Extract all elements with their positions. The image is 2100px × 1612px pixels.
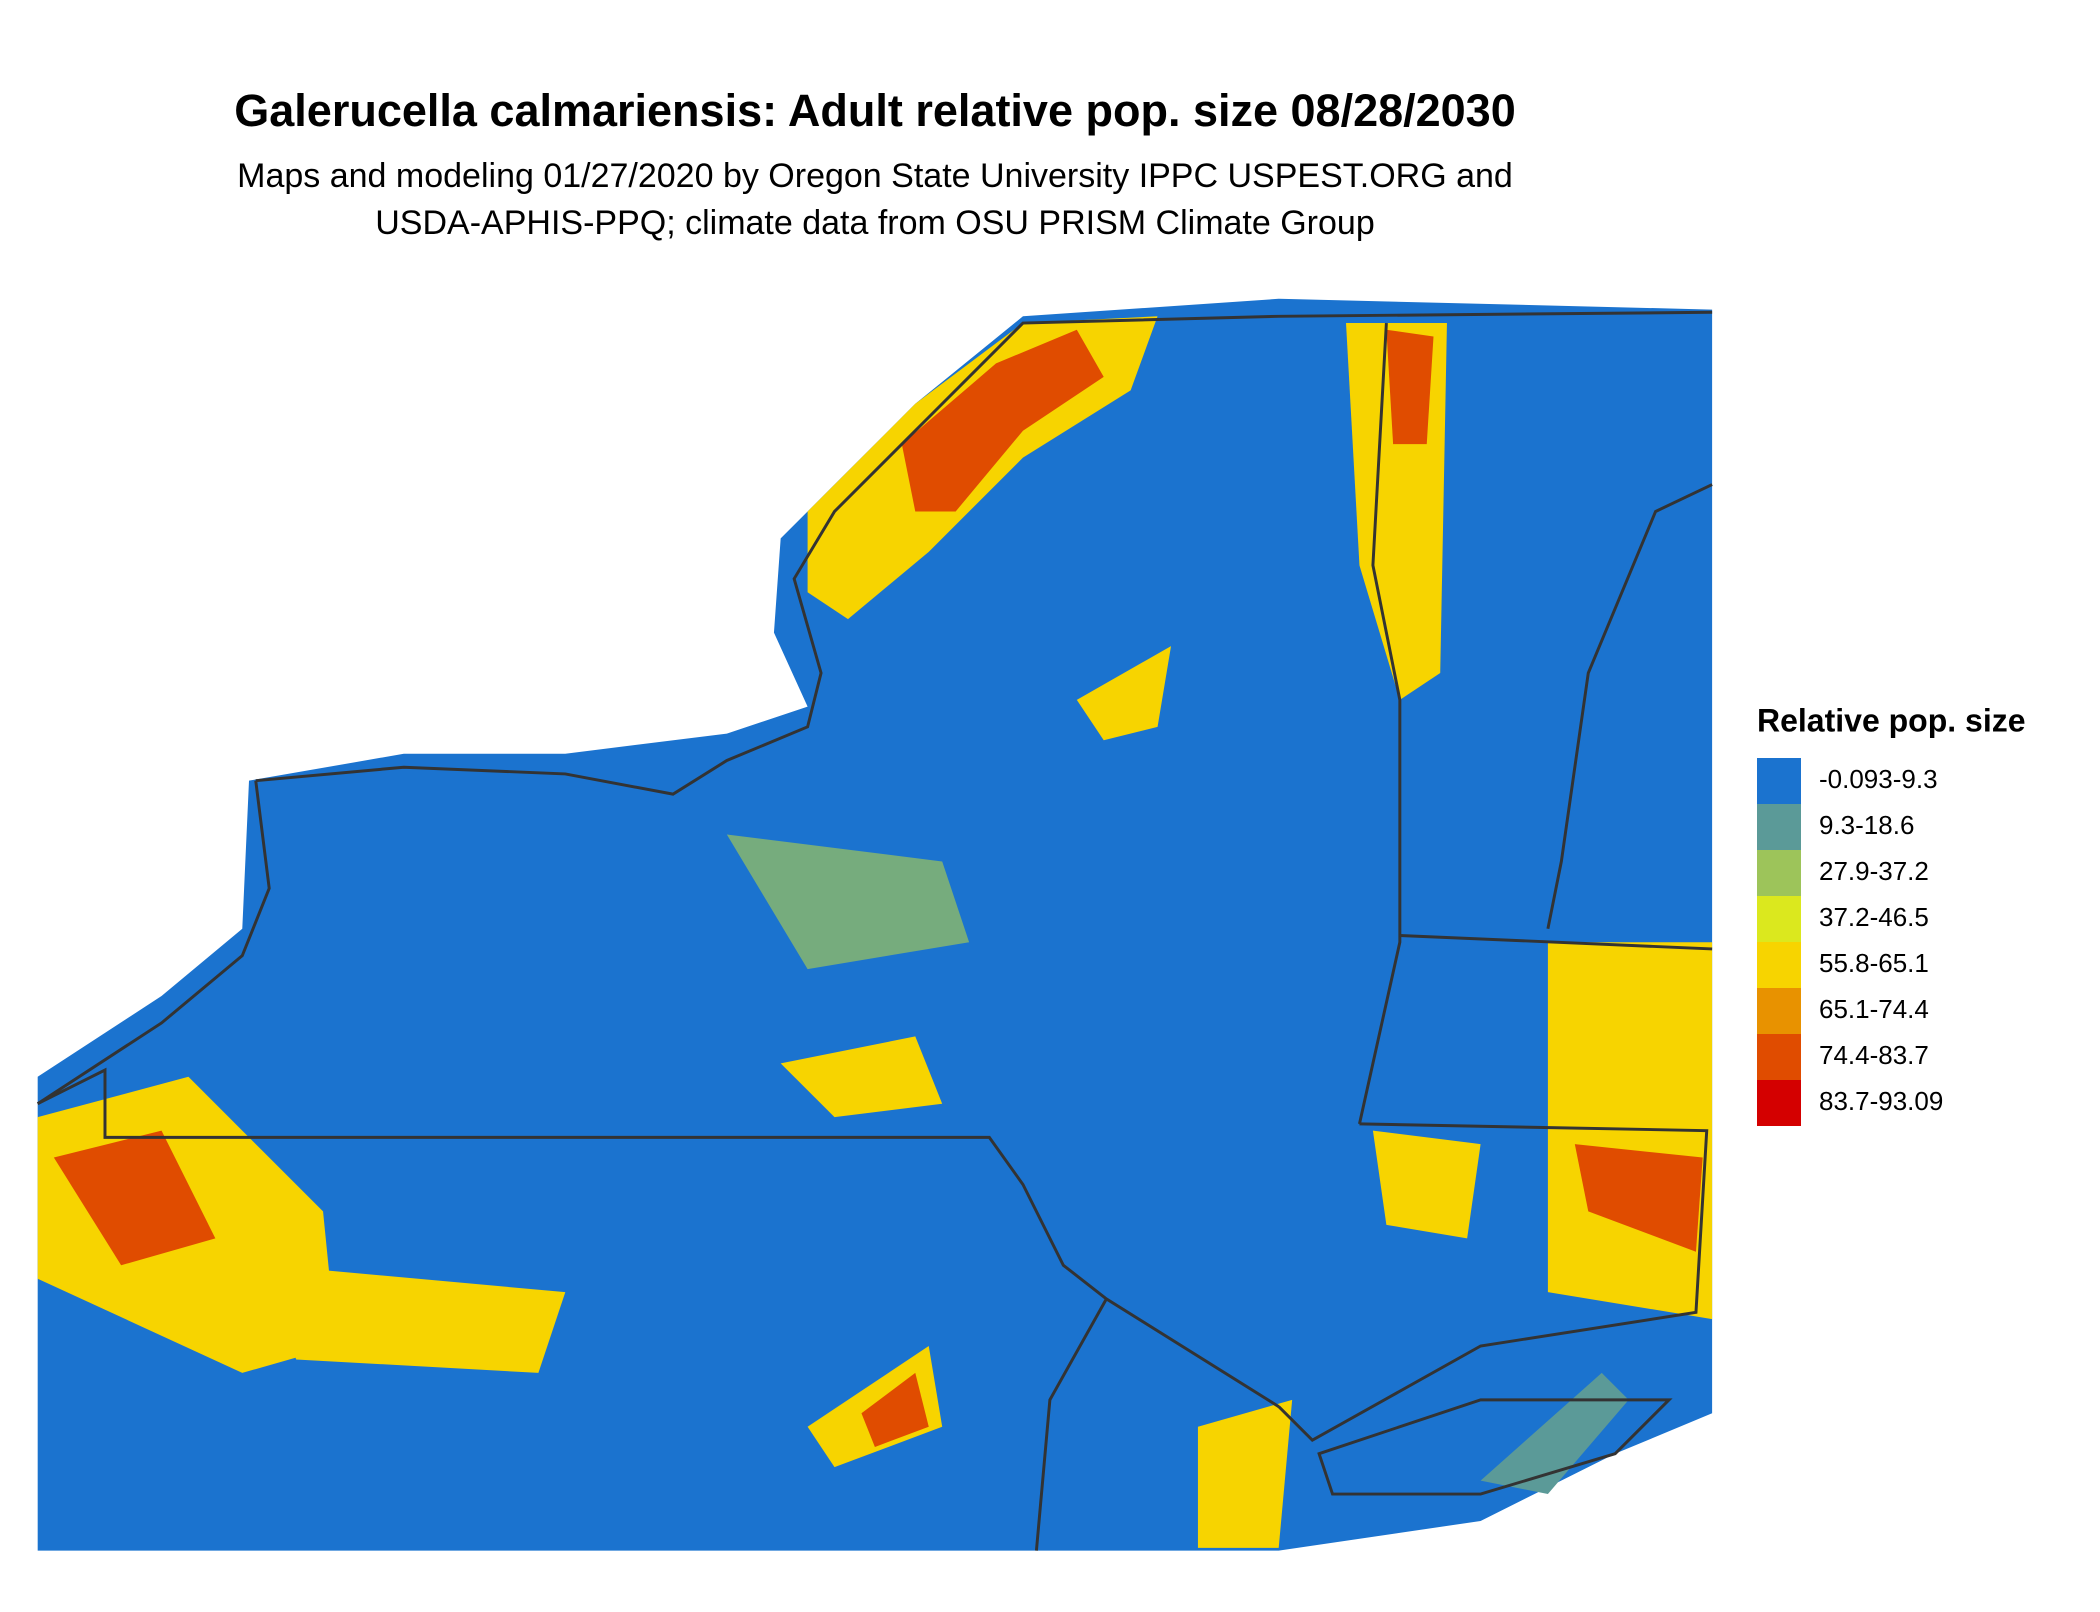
map-subtitle: Maps and modeling 01/27/2020 by Oregon S… xyxy=(237,157,1513,195)
legend-label: -0.093-9.3 xyxy=(1819,764,1938,794)
legend-label: 83.7-93.09 xyxy=(1819,1086,1943,1116)
legend-label: 74.4-83.7 xyxy=(1819,1040,1929,1070)
legend-label: 27.9-37.2 xyxy=(1819,856,1929,886)
high-population-areas xyxy=(37,316,1713,1548)
map-title: Galerucella calmariensis: Adult relative… xyxy=(234,85,1515,136)
legend-label: 37.2-46.5 xyxy=(1819,902,1929,932)
legend: -0.093-9.3 9.3-18.6 27.9-37.2 37.2-46.5 55.8… xyxy=(1757,758,1943,1126)
legend-swatch xyxy=(1757,896,1801,942)
legend-swatch xyxy=(1757,1080,1801,1126)
legend-swatch xyxy=(1757,758,1801,804)
legend-label: 55.8-65.1 xyxy=(1819,948,1929,978)
map xyxy=(36,298,1713,1551)
map-subtitle: USDA-APHIS-PPQ; climate data from OSU PR… xyxy=(375,204,1374,242)
legend-swatch xyxy=(1757,850,1801,896)
legend-label: 9.3-18.6 xyxy=(1819,810,1914,840)
legend-title: Relative pop. size xyxy=(1757,702,2026,738)
legend-label: 65.1-74.4 xyxy=(1819,994,1929,1024)
legend-swatch xyxy=(1757,804,1801,850)
legend-swatch xyxy=(1757,1034,1801,1080)
state-borders xyxy=(36,310,1713,1551)
legend-swatch xyxy=(1757,988,1801,1034)
legend-swatch xyxy=(1757,942,1801,988)
